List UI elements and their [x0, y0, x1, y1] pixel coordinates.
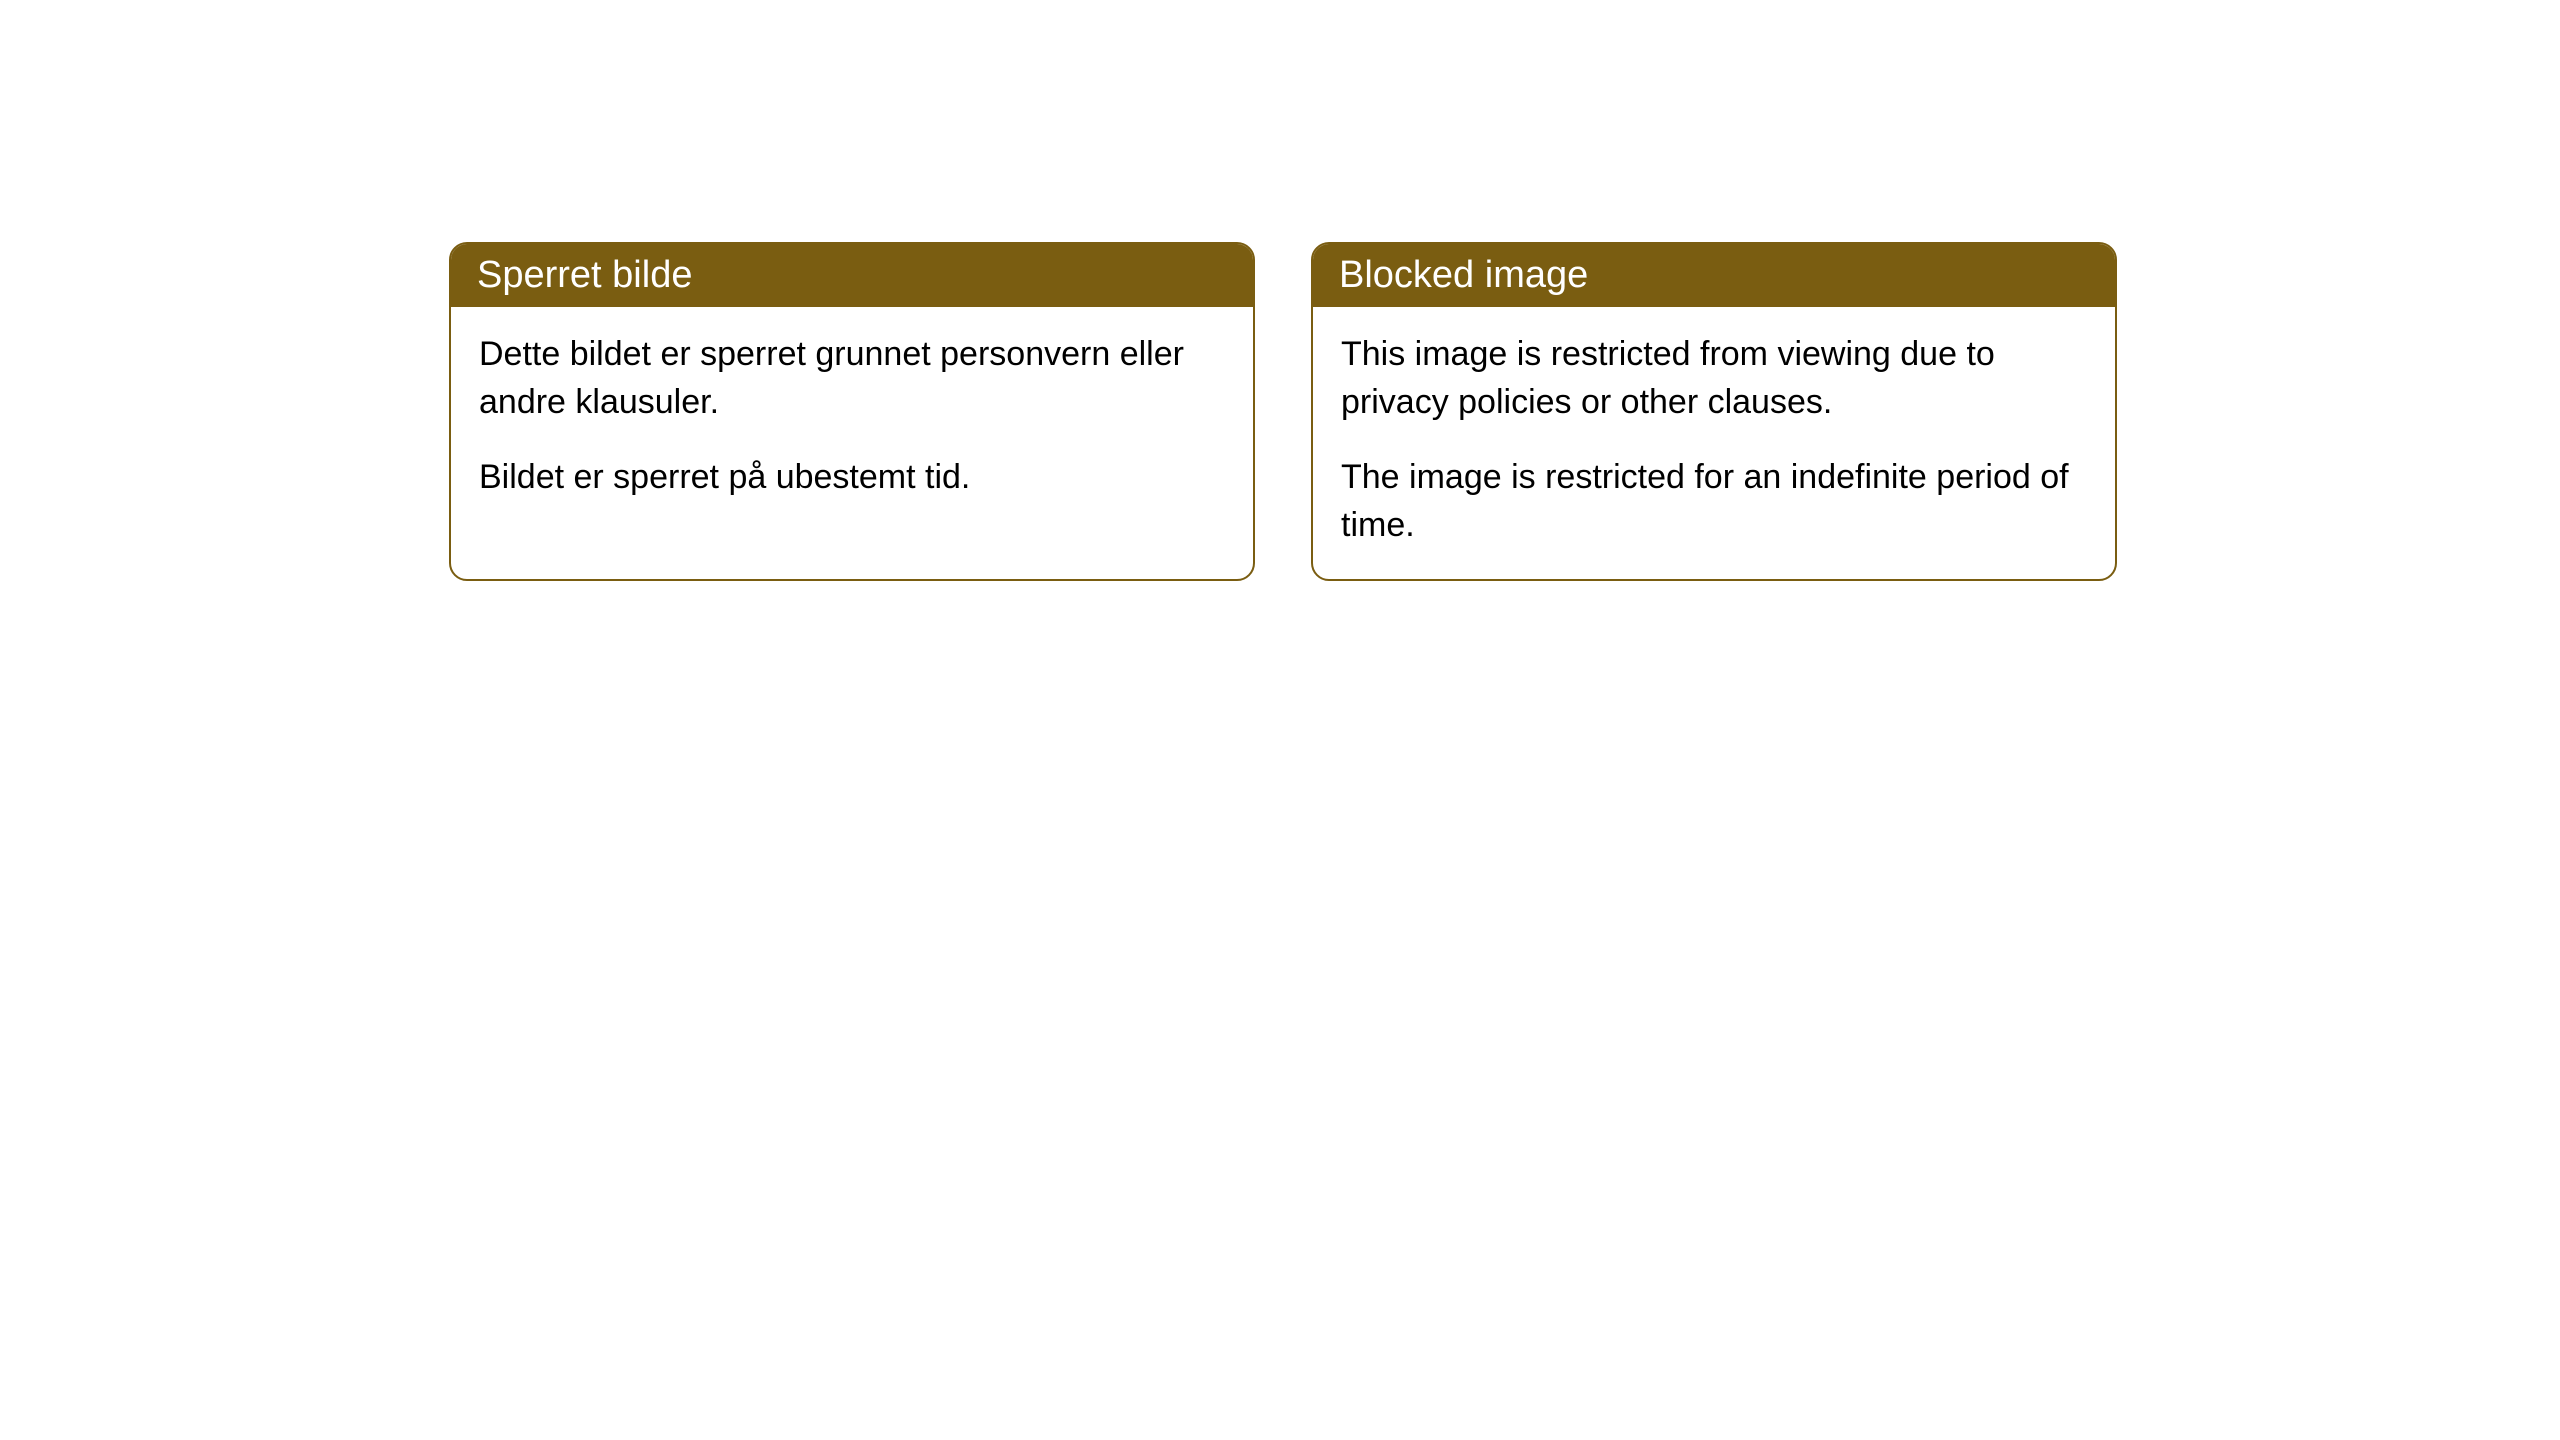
- card-body-en: This image is restricted from viewing du…: [1313, 307, 2115, 579]
- blocked-image-card-en: Blocked image This image is restricted f…: [1311, 242, 2117, 581]
- card-paragraph-1-en: This image is restricted from viewing du…: [1341, 331, 2087, 426]
- card-paragraph-1-no: Dette bildet er sperret grunnet personve…: [479, 331, 1225, 426]
- card-paragraph-2-no: Bildet er sperret på ubestemt tid.: [479, 454, 1225, 502]
- card-paragraph-2-en: The image is restricted for an indefinit…: [1341, 454, 2087, 549]
- cards-container: Sperret bilde Dette bildet er sperret gr…: [449, 242, 2117, 581]
- card-header-en: Blocked image: [1313, 244, 2115, 307]
- card-body-no: Dette bildet er sperret grunnet personve…: [451, 307, 1253, 532]
- card-header-no: Sperret bilde: [451, 244, 1253, 307]
- blocked-image-card-no: Sperret bilde Dette bildet er sperret gr…: [449, 242, 1255, 581]
